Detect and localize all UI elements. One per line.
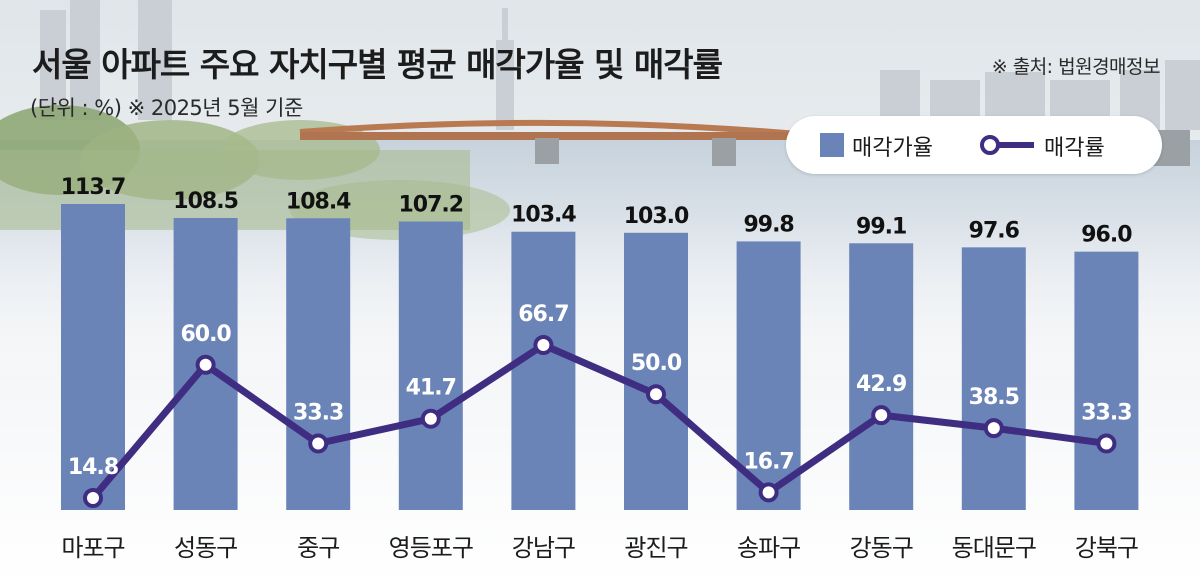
line-point: [533, 335, 554, 355]
bar-value-label: 99.1: [856, 214, 906, 239]
category-label: 마포구: [61, 534, 124, 562]
bar-value-label: 108.5: [173, 189, 238, 214]
line-value-label: 41.7: [406, 376, 456, 401]
line-value-label: 60.0: [180, 322, 231, 347]
category-label: 광진구: [624, 534, 687, 562]
line-point: [646, 384, 666, 405]
line-point: [308, 433, 329, 454]
category-label: 성동구: [174, 534, 237, 562]
bar: [398, 221, 463, 510]
line-point: [758, 482, 779, 503]
category-label: 동대문구: [952, 534, 1036, 562]
line-point: [83, 488, 103, 508]
bar-value-label: 108.4: [286, 189, 351, 214]
line-series: [89, 341, 1110, 502]
bar-value-label: 107.2: [399, 192, 464, 217]
chart-title: 서울 아파트 주요 자치구별 평균 매각가율 및 매각률: [32, 45, 723, 84]
line-value-label: 38.5: [969, 385, 1019, 410]
legend-line-icon: [980, 135, 1034, 155]
bar-value-label: 96.0: [1081, 223, 1132, 248]
bar-value-label: 113.7: [61, 175, 126, 200]
category-label: 강남구: [512, 534, 575, 562]
category-label: 중구: [297, 534, 339, 562]
bar: [61, 204, 125, 510]
category-label: 강동구: [850, 534, 913, 562]
line-point: [195, 354, 216, 375]
bar-value-label: 97.6: [969, 218, 1020, 243]
source-note: ※ 출처: 법원경매정보: [991, 56, 1161, 78]
line-point: [420, 408, 441, 429]
bar-value-label: 103.4: [511, 203, 576, 228]
line-point: [871, 405, 892, 426]
bar: [624, 232, 688, 511]
line-value-label: 33.3: [1081, 400, 1131, 425]
legend-bar-swatch: [820, 133, 844, 157]
bar: [286, 218, 351, 510]
category-label: 송파구: [737, 534, 800, 562]
bar: [1074, 251, 1139, 511]
chart-subtitle: (단위 : %) ※ 2025년 5월 기준: [30, 96, 303, 120]
line-value-label: 14.8: [68, 455, 118, 480]
bar-value-label: 103.0: [624, 204, 689, 229]
line-point: [1096, 433, 1117, 454]
line-value-label: 16.7: [743, 449, 793, 474]
legend-line-label: 매각률: [1044, 136, 1105, 161]
line-value-label: 50.0: [631, 351, 682, 376]
line-value-label: 33.3: [293, 400, 343, 425]
bar: [511, 231, 576, 510]
line-point: [983, 418, 1004, 439]
legend: 매각가율 매각률: [786, 116, 1162, 174]
bar: [736, 241, 801, 510]
bar: [961, 247, 1026, 510]
bar-value-label: 99.8: [743, 212, 793, 237]
category-label: 영등포구: [389, 534, 473, 562]
line-value-label: 66.7: [518, 302, 568, 327]
legend-bar-label: 매각가율: [852, 136, 933, 161]
bar: [849, 243, 914, 510]
category-label: 강북구: [1075, 534, 1138, 562]
line-value-label: 42.9: [856, 372, 906, 397]
